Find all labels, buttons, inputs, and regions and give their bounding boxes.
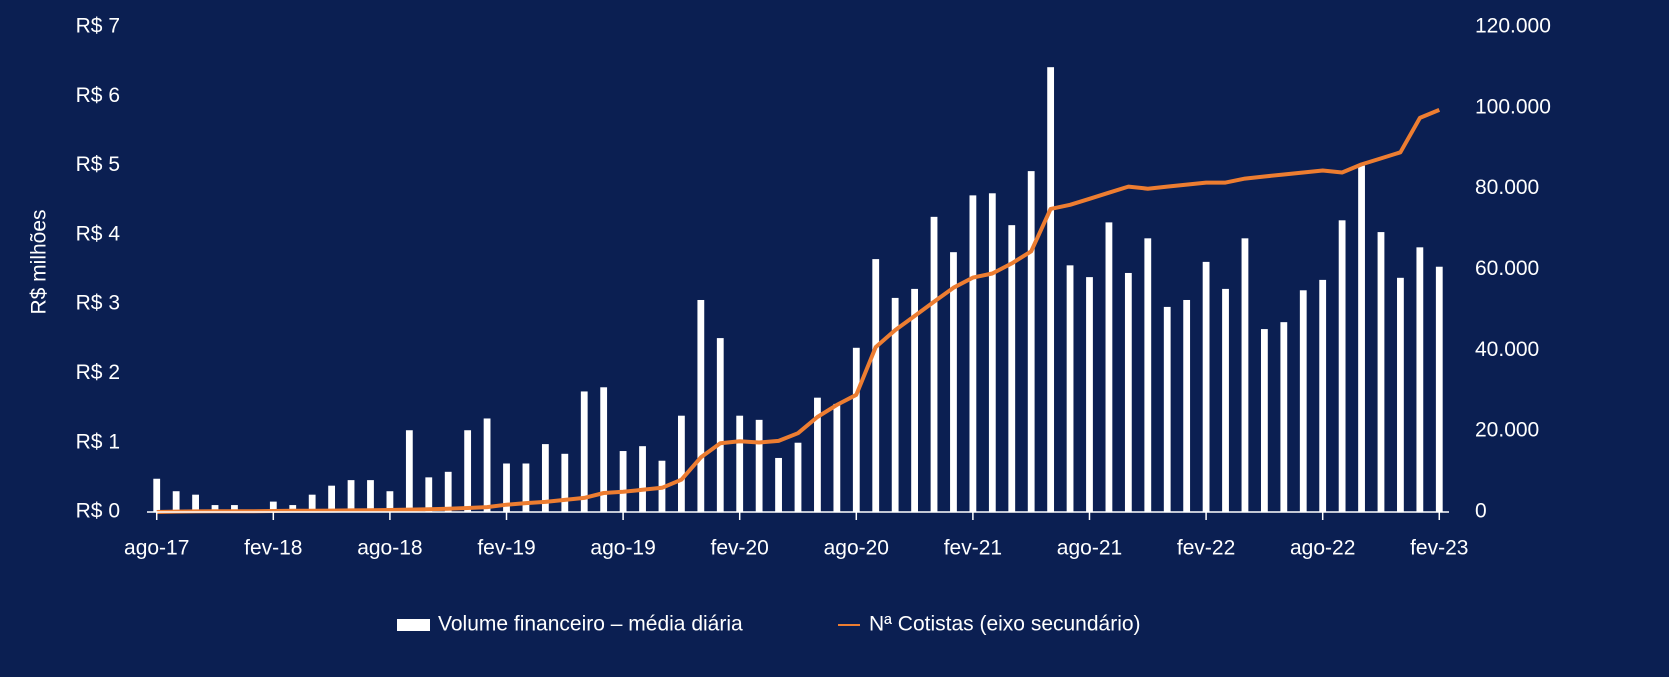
bar: [1319, 279, 1327, 512]
bar: [852, 347, 860, 512]
bar: [464, 430, 472, 512]
bar: [950, 252, 957, 512]
bar: [561, 453, 569, 512]
y-tick-label: R$ 4: [76, 222, 121, 245]
y2-tick-label: 80.000: [1475, 176, 1539, 199]
y-tick-label: R$ 0: [76, 500, 120, 523]
bar: [736, 415, 744, 512]
legend-label: Volume financeiro – média diária: [438, 613, 743, 636]
y2-tick-label: 100.000: [1475, 95, 1551, 118]
x-tick-label: ago-22: [1290, 537, 1355, 560]
bar: [1260, 329, 1268, 512]
bar: [1358, 165, 1365, 513]
y-tick-label: R$ 7: [76, 15, 120, 38]
x-tick-label: ago-17: [124, 537, 189, 560]
bar: [794, 442, 802, 512]
legend-label: Nª Cotistas (eixo secundário): [869, 613, 1141, 636]
bar: [211, 505, 219, 512]
bar: [1047, 67, 1055, 512]
y-axis-title: R$ milhões: [28, 209, 51, 314]
bar: [425, 477, 433, 512]
bar: [386, 491, 394, 512]
bar: [1144, 238, 1152, 513]
x-tick-label: ago-20: [824, 537, 889, 560]
x-tick-label: fev-20: [711, 537, 769, 560]
bar: [1241, 238, 1249, 513]
bar: [1027, 171, 1035, 512]
bar: [1280, 322, 1288, 512]
y-tick-label: R$ 2: [76, 361, 120, 384]
legend-swatch: [397, 619, 430, 631]
bar: [930, 216, 938, 513]
bar: [1008, 225, 1016, 512]
bar: [697, 299, 705, 512]
bar: [1397, 277, 1404, 512]
x-tick-label: fev-23: [1410, 537, 1468, 560]
x-tick-label: ago-21: [1057, 537, 1122, 560]
bar: [580, 391, 588, 512]
bar: [522, 463, 530, 512]
bar: [1435, 266, 1443, 512]
bar: [444, 471, 452, 512]
y-tick-label: R$ 5: [76, 153, 120, 176]
y2-tick-label: 120.000: [1475, 15, 1551, 38]
bar: [619, 451, 627, 512]
bar: [1066, 265, 1074, 512]
bar: [1222, 288, 1229, 512]
bar: [1202, 261, 1210, 512]
y2-tick-label: 60.000: [1475, 257, 1539, 280]
bar: [911, 288, 918, 512]
bar: [541, 444, 549, 512]
bar: [1124, 272, 1132, 512]
bar: [775, 457, 782, 512]
bar: [192, 494, 199, 512]
x-tick-label: fev-22: [1177, 537, 1235, 560]
bar: [347, 480, 355, 512]
bar: [483, 418, 491, 512]
bar: [1299, 290, 1307, 512]
line: [156, 108, 1441, 514]
bar: [755, 419, 763, 512]
x-tick-label: fev-21: [944, 537, 1002, 560]
bar: [678, 415, 685, 512]
bar: [367, 480, 374, 512]
x-tick-label: fev-19: [477, 537, 535, 560]
bar: [503, 463, 510, 512]
bar: [833, 403, 841, 512]
y-tick-label: R$ 3: [76, 292, 120, 315]
bar: [1338, 220, 1346, 513]
x-tick-label: fev-18: [244, 537, 302, 560]
bar: [153, 478, 161, 512]
y2-tick-label: 0: [1475, 500, 1487, 523]
bar: [289, 505, 297, 512]
bar: [1086, 277, 1093, 512]
bar: [1163, 306, 1171, 512]
bar: [639, 446, 646, 512]
y-tick-label: R$ 6: [76, 84, 120, 107]
bar: [969, 195, 977, 512]
bar: [269, 501, 277, 512]
bar: [1377, 232, 1385, 513]
x-tick-label: ago-18: [357, 537, 422, 560]
y2-tick-label: 20.000: [1475, 419, 1539, 442]
bar: [891, 297, 899, 512]
bar: [172, 491, 180, 512]
bar: [716, 338, 724, 512]
bar: [600, 387, 608, 512]
bar: [231, 505, 238, 512]
bar: [328, 485, 336, 512]
bar: [405, 430, 413, 512]
bar: [308, 494, 316, 512]
x-tick-label: ago-19: [590, 537, 655, 560]
y2-tick-label: 40.000: [1475, 338, 1539, 361]
bar: [814, 397, 821, 512]
bar: [988, 193, 996, 513]
y-tick-label: R$ 1: [76, 430, 120, 453]
bar: [1416, 247, 1424, 513]
bar: [1105, 222, 1113, 512]
bar: [872, 259, 880, 512]
bar: [1183, 299, 1191, 512]
